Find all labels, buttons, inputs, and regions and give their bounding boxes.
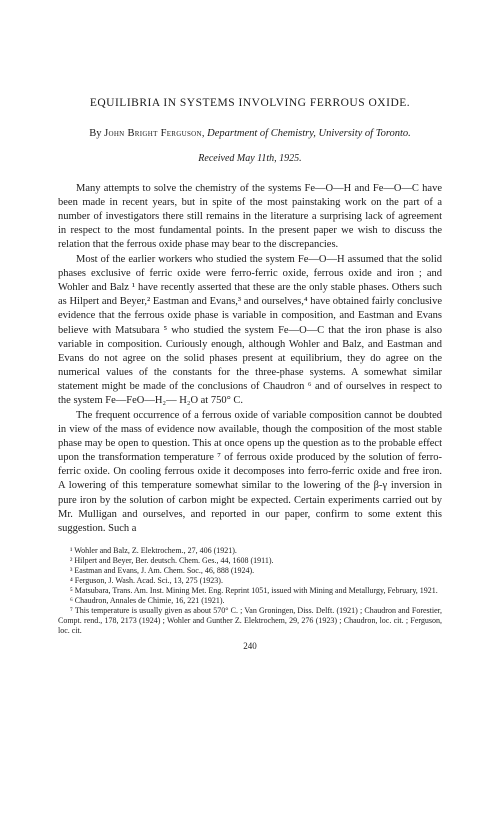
paper-title: EQUILIBRIA IN SYSTEMS INVOLVING FERROUS … bbox=[58, 95, 442, 111]
author-name: John Bright Ferguson bbox=[104, 128, 202, 139]
page-number: 240 bbox=[58, 640, 442, 653]
paper-page: EQUILIBRIA IN SYSTEMS INVOLVING FERROUS … bbox=[0, 0, 500, 683]
footnote-5: ⁵ Matsubara, Trans. Am. Inst. Mining Met… bbox=[58, 586, 442, 596]
footnote-7: ⁷ This temperature is usually given as a… bbox=[58, 606, 442, 636]
footnote-4: ⁴ Ferguson, J. Wash. Acad. Sci., 13, 275… bbox=[58, 576, 442, 586]
author-prefix: By bbox=[89, 128, 104, 139]
footnote-1: ¹ Wohler and Balz, Z. Elektrochem., 27, … bbox=[58, 546, 442, 556]
footnotes-section: ¹ Wohler and Balz, Z. Elektrochem., 27, … bbox=[58, 546, 442, 636]
author-line: By John Bright Ferguson, Department of C… bbox=[58, 127, 442, 142]
footnote-2: ² Hilpert and Beyer, Ber. deutsch. Chem.… bbox=[58, 556, 442, 566]
footnote-6: ⁶ Chaudron, Annales de Chimie, 16, 221 (… bbox=[58, 596, 442, 606]
author-affiliation: , Department of Chemistry, University of… bbox=[202, 128, 411, 139]
paragraph-3: The frequent occurrence of a ferrous oxi… bbox=[58, 409, 442, 537]
paragraph-2: Most of the earlier workers who studied … bbox=[58, 253, 442, 409]
received-date: Received May 11th, 1925. bbox=[58, 152, 442, 166]
paragraph-1: Many attempts to solve the chemistry of … bbox=[58, 182, 442, 253]
footnote-3: ³ Eastman and Evans, J. Am. Chem. Soc., … bbox=[58, 566, 442, 576]
